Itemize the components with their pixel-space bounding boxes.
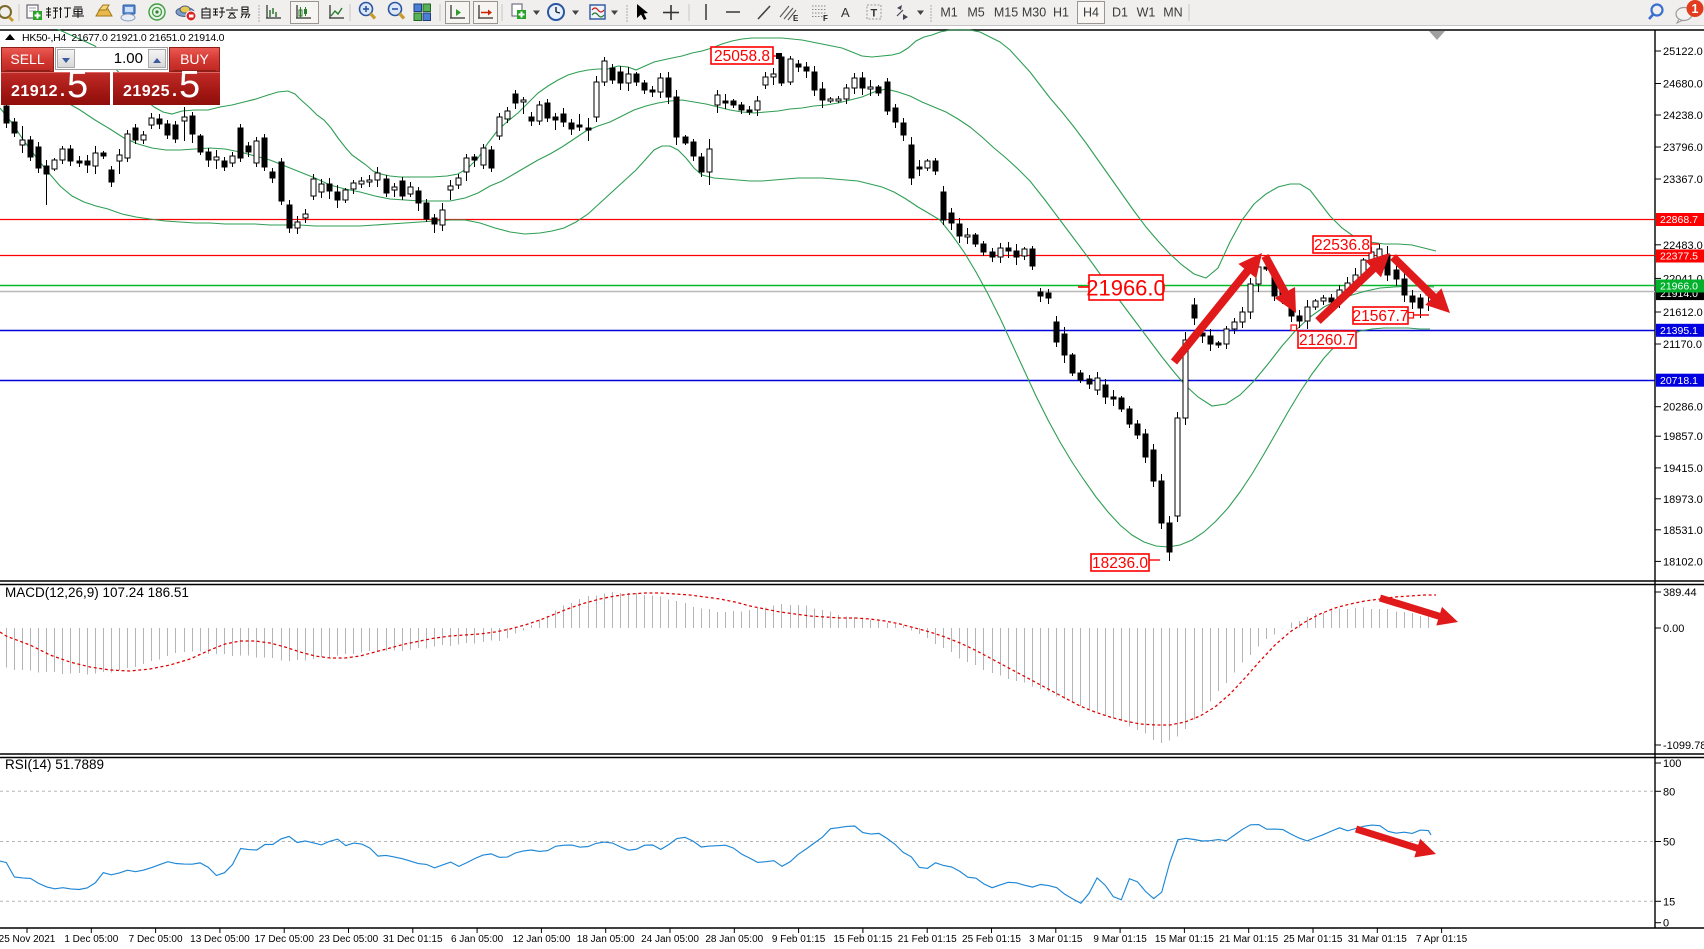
svg-text:21612.0: 21612.0 [1663, 307, 1703, 319]
svg-text:21 Mar 01:15: 21 Mar 01:15 [1219, 934, 1278, 945]
svg-text:0.00: 0.00 [1663, 623, 1684, 635]
svg-text:W1: W1 [1137, 6, 1156, 20]
svg-text:9 Mar 01:15: 9 Mar 01:15 [1093, 934, 1147, 945]
svg-text:15 Mar 01:15: 15 Mar 01:15 [1155, 934, 1214, 945]
svg-text:15 Feb 01:15: 15 Feb 01:15 [833, 934, 892, 945]
svg-text:18 Jan 05:00: 18 Jan 05:00 [577, 934, 635, 945]
svg-text:6 Jan 05:00: 6 Jan 05:00 [451, 934, 504, 945]
svg-text:22868.7: 22868.7 [1660, 214, 1698, 226]
svg-text:25 Mar 01:15: 25 Mar 01:15 [1284, 934, 1343, 945]
svg-text:21395.1: 21395.1 [1660, 325, 1698, 337]
svg-text:M1: M1 [940, 6, 957, 20]
svg-text:17 Dec 05:00: 17 Dec 05:00 [254, 934, 314, 945]
svg-text:24680.0: 24680.0 [1663, 79, 1703, 91]
svg-text:23367.0: 23367.0 [1663, 174, 1703, 186]
svg-text:7 Dec 05:00: 7 Dec 05:00 [129, 934, 183, 945]
svg-text:31 Mar 01:15: 31 Mar 01:15 [1348, 934, 1407, 945]
svg-text:MN: MN [1163, 6, 1182, 20]
svg-text:389.44: 389.44 [1663, 587, 1697, 599]
svg-text:7 Apr 01:15: 7 Apr 01:15 [1416, 934, 1468, 945]
svg-text:18531.0: 18531.0 [1663, 525, 1703, 537]
svg-text:12 Jan 05:00: 12 Jan 05:00 [512, 934, 570, 945]
svg-text:23796.0: 23796.0 [1663, 142, 1703, 154]
svg-text:MACD(12,26,9) 107.24 186.51: MACD(12,26,9) 107.24 186.51 [5, 585, 189, 600]
svg-text:M15: M15 [994, 6, 1018, 20]
svg-text:0: 0 [1663, 918, 1669, 930]
svg-text:22377.5: 22377.5 [1660, 251, 1698, 263]
svg-text:22536.8: 22536.8 [1314, 237, 1370, 254]
svg-text:22483.0: 22483.0 [1663, 240, 1703, 252]
svg-text:21 Feb 01:15: 21 Feb 01:15 [898, 934, 957, 945]
svg-text:100: 100 [1663, 758, 1681, 770]
svg-text:21170.0: 21170.0 [1663, 339, 1702, 351]
svg-text:21567.7: 21567.7 [1352, 308, 1408, 325]
svg-text:20286.0: 20286.0 [1663, 402, 1703, 414]
svg-text:25122.0: 25122.0 [1663, 46, 1703, 58]
svg-text:21260.7: 21260.7 [1299, 332, 1355, 349]
svg-text:E: E [793, 14, 799, 23]
svg-text:HK50-,H4 21677.0 21921.0 2165: HK50-,H4 21677.0 21921.0 21651.0 21914.0 [22, 32, 225, 44]
svg-text:15: 15 [1663, 896, 1675, 908]
svg-text:1 Dec 05:00: 1 Dec 05:00 [64, 934, 118, 945]
svg-text:M30: M30 [1022, 6, 1046, 20]
svg-text:18236.0: 18236.0 [1092, 555, 1148, 572]
svg-text:20718.1: 20718.1 [1660, 375, 1698, 387]
svg-text:25058.8: 25058.8 [714, 48, 770, 65]
svg-text:18973.0: 18973.0 [1663, 494, 1703, 506]
svg-text:1: 1 [1692, 2, 1699, 16]
svg-text:19857.0: 19857.0 [1663, 431, 1703, 443]
svg-text:9 Feb 01:15: 9 Feb 01:15 [772, 934, 826, 945]
svg-text:3 Mar 01:15: 3 Mar 01:15 [1029, 934, 1083, 945]
svg-text:24 Jan 05:00: 24 Jan 05:00 [641, 934, 699, 945]
svg-text:21966.0: 21966.0 [1086, 275, 1166, 300]
svg-text:H1: H1 [1053, 6, 1069, 20]
svg-text:19415.0: 19415.0 [1663, 463, 1703, 475]
svg-text:25 Feb 01:15: 25 Feb 01:15 [962, 934, 1021, 945]
svg-text:T: T [871, 8, 878, 20]
svg-text:80: 80 [1663, 786, 1675, 798]
svg-text:28 Jan 05:00: 28 Jan 05:00 [705, 934, 763, 945]
svg-text:H4: H4 [1083, 6, 1099, 20]
svg-text:18102.0: 18102.0 [1663, 556, 1703, 568]
svg-text:-1099.78: -1099.78 [1663, 740, 1704, 752]
svg-text:A: A [841, 5, 850, 20]
svg-text:D1: D1 [1112, 6, 1128, 20]
svg-text:M5: M5 [967, 6, 984, 20]
svg-text:F: F [823, 14, 828, 23]
svg-text:31 Dec 01:15: 31 Dec 01:15 [383, 934, 443, 945]
svg-text:RSI(14) 51.7889: RSI(14) 51.7889 [5, 757, 104, 772]
svg-text:50: 50 [1663, 837, 1675, 849]
svg-text:23 Dec 05:00: 23 Dec 05:00 [319, 934, 379, 945]
svg-text:25 Nov 2021: 25 Nov 2021 [0, 934, 56, 945]
svg-text:13 Dec 05:00: 13 Dec 05:00 [190, 934, 250, 945]
svg-text:21966.0: 21966.0 [1660, 281, 1698, 293]
svg-text:24238.0: 24238.0 [1663, 110, 1703, 122]
